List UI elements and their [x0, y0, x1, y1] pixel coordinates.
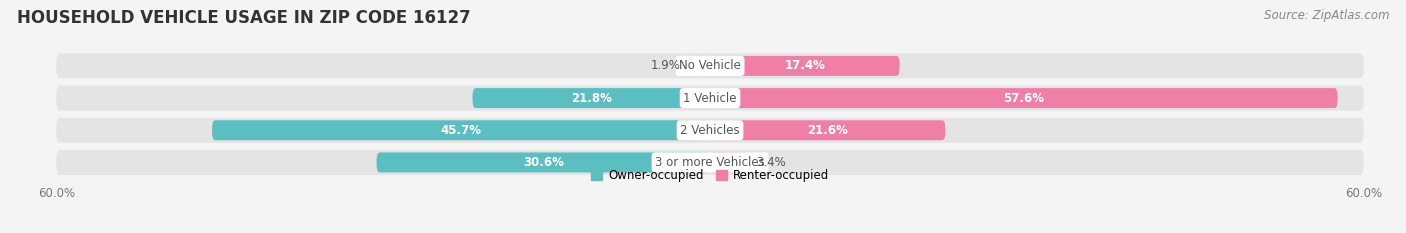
- FancyBboxPatch shape: [710, 88, 1337, 108]
- Text: HOUSEHOLD VEHICLE USAGE IN ZIP CODE 16127: HOUSEHOLD VEHICLE USAGE IN ZIP CODE 1612…: [17, 9, 471, 27]
- FancyBboxPatch shape: [212, 120, 710, 140]
- FancyBboxPatch shape: [689, 56, 710, 76]
- FancyBboxPatch shape: [710, 120, 945, 140]
- Text: 17.4%: 17.4%: [785, 59, 825, 72]
- Text: 21.6%: 21.6%: [807, 124, 848, 137]
- FancyBboxPatch shape: [377, 152, 710, 172]
- Legend: Owner-occupied, Renter-occupied: Owner-occupied, Renter-occupied: [586, 164, 834, 187]
- FancyBboxPatch shape: [56, 118, 1364, 143]
- FancyBboxPatch shape: [56, 86, 1364, 111]
- Text: 21.8%: 21.8%: [571, 92, 612, 105]
- Text: 45.7%: 45.7%: [440, 124, 481, 137]
- Text: 57.6%: 57.6%: [1004, 92, 1045, 105]
- FancyBboxPatch shape: [56, 150, 1364, 175]
- FancyBboxPatch shape: [710, 152, 747, 172]
- FancyBboxPatch shape: [56, 53, 1364, 79]
- FancyBboxPatch shape: [710, 56, 900, 76]
- FancyBboxPatch shape: [472, 88, 710, 108]
- Text: 1.9%: 1.9%: [651, 59, 681, 72]
- Text: 2 Vehicles: 2 Vehicles: [681, 124, 740, 137]
- Text: 3 or more Vehicles: 3 or more Vehicles: [655, 156, 765, 169]
- Text: No Vehicle: No Vehicle: [679, 59, 741, 72]
- Text: 3.4%: 3.4%: [756, 156, 786, 169]
- Text: 30.6%: 30.6%: [523, 156, 564, 169]
- Text: Source: ZipAtlas.com: Source: ZipAtlas.com: [1264, 9, 1389, 22]
- Text: 1 Vehicle: 1 Vehicle: [683, 92, 737, 105]
